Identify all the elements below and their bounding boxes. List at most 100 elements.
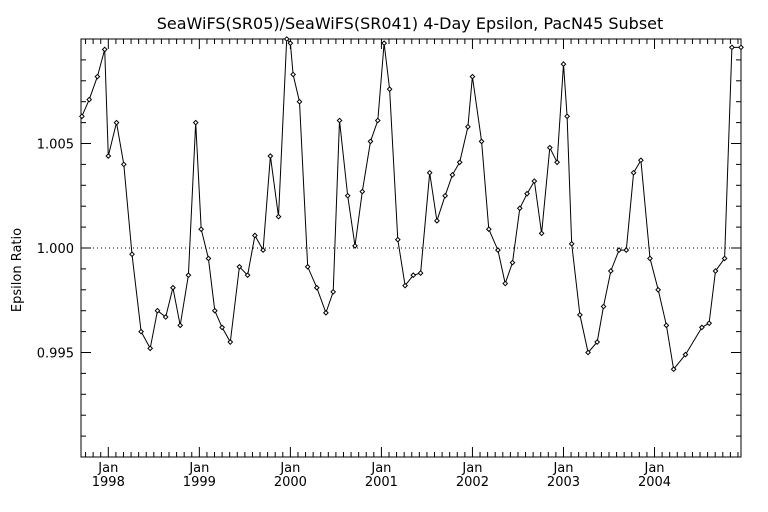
data-point [170,284,176,291]
data-point [600,303,607,310]
data-point [313,284,320,291]
data-point [464,123,471,130]
y-tick-label: 0.995 [37,347,74,362]
data-point [485,226,492,233]
data-point [721,255,728,262]
data-point [260,247,266,253]
data-point [623,247,630,253]
data-point [426,169,433,176]
data-point [275,213,282,220]
plot-frame [80,38,742,458]
data-point [449,171,456,178]
data-point [524,190,530,197]
data-point [682,351,689,358]
data-point [728,44,735,51]
x-tick-year-label: 2001 [365,475,398,490]
x-tick-month-label: Jan [370,461,391,476]
chart-title: SeaWiFS(SR05)/SeaWiFS(SR041) 4-Day Epsil… [157,14,664,33]
data-point [113,119,120,126]
data-point [244,272,251,279]
data-point [94,73,101,80]
data-point [509,259,516,266]
data-point [607,268,614,274]
data-point [394,236,401,243]
series-points [79,36,744,373]
data-point [516,205,523,212]
data-point [630,169,637,176]
data-point [546,144,553,151]
data-point [560,61,567,67]
data-point [251,232,258,239]
data-point [120,161,127,168]
data-point [322,309,329,316]
x-tick-year-label: 2004 [638,475,671,490]
data-point [290,71,297,78]
data-point [185,272,192,279]
x-tick-month-label: Jan [552,461,573,476]
x-tick-year-label: 1998 [92,475,125,490]
data-point [531,178,538,185]
x-tick-month-label: Jan [97,461,118,476]
data-point [655,286,662,293]
data-point [101,46,108,53]
data-point [105,153,112,159]
x-tick-year-label: 2002 [456,475,489,490]
data-point [712,268,719,274]
data-point [287,40,294,47]
data-point [283,36,290,42]
data-point [576,311,583,318]
data-point [236,263,243,270]
x-tick-year-label: 2000 [274,475,307,490]
data-point [417,270,424,276]
data-point [147,345,154,352]
y-tick-label: 1.000 [37,242,74,257]
data-point [359,188,366,195]
y-tick-label: 1.005 [37,138,74,153]
data-point [352,243,358,249]
data-point [138,328,144,335]
data-point [594,339,601,345]
data-point [456,159,463,166]
data-point [554,159,561,166]
data-point [738,44,744,51]
data-point [386,86,393,93]
data-point [538,230,545,237]
data-point [79,113,85,120]
x-axis-ticks: Jan1998Jan1999Jan2000Jan2001Jan2002Jan20… [85,39,739,490]
data-point [663,322,670,329]
data-point [637,157,644,164]
data-point [192,119,199,126]
data-point [381,40,388,47]
data-point [344,192,351,199]
series-line [81,37,741,371]
data-point [86,96,93,103]
data-point [367,138,374,145]
x-tick-year-label: 1999 [183,475,216,490]
data-point [410,272,417,279]
data-point [129,251,135,258]
data-point [647,255,653,262]
y-axis-ticks: 0.995 1.000 1.005 [37,38,741,458]
y-axis-label: Epsilon Ratio [10,228,25,312]
data-point [495,247,501,253]
data-point [211,307,218,314]
data-point [227,339,234,345]
data-point [219,324,226,331]
data-point [336,117,343,124]
data-point [198,226,205,233]
data-point [304,263,311,270]
data-point [698,324,705,331]
data-point [154,307,161,314]
data-point [616,247,622,253]
data-point [706,320,713,327]
data-point [434,217,440,224]
data-point [402,282,408,289]
data-point [374,117,381,124]
data-point [564,113,571,120]
x-tick-month-label: Jan [643,461,664,476]
x-tick-month-label: Jan [188,461,209,476]
data-point [568,240,575,247]
x-tick-month-label: Jan [461,461,482,476]
data-point [177,322,184,329]
